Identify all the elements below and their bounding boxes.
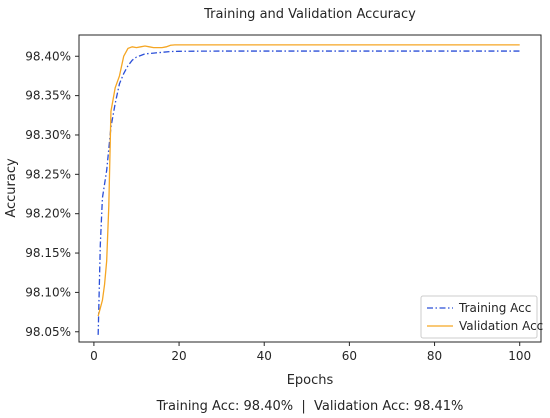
legend-box xyxy=(420,295,538,339)
legend-label: Training Acc xyxy=(458,301,531,315)
y-tick-label: 98.30% xyxy=(25,128,71,142)
chart-title: Training and Validation Accuracy xyxy=(203,7,416,22)
footer-summary: Training Acc: 98.40% | Validation Acc: 9… xyxy=(156,399,464,414)
y-tick-label: 98.20% xyxy=(25,207,71,221)
y-axis-title: Accuracy xyxy=(4,158,19,218)
x-tick-label: 80 xyxy=(427,349,442,363)
x-tick-label: 20 xyxy=(171,349,186,363)
plot-frame xyxy=(78,34,542,343)
series-line-training-acc xyxy=(97,50,520,335)
plot-area: 0 20 40 60 80 100 98.05% 98.10% 98.15% 98.20% 98.2… xyxy=(25,34,543,363)
y-tick-label: 98.25% xyxy=(25,167,71,181)
x-axis-title: Epochs xyxy=(287,373,334,388)
legend-label: Validation Acc xyxy=(459,319,543,333)
y-tick-label: 98.40% xyxy=(25,49,71,63)
x-tick-label: 100 xyxy=(508,349,531,363)
y-tick-label: 98.05% xyxy=(25,325,71,339)
x-tick-label: 60 xyxy=(342,349,357,363)
x-tick-label: 40 xyxy=(257,349,272,363)
y-tick-label: 98.10% xyxy=(25,285,71,299)
y-tick-label: 98.15% xyxy=(25,246,71,260)
y-tick-label: 98.35% xyxy=(25,89,71,103)
x-tick-label: 0 xyxy=(90,349,98,363)
series-line-validation-acc xyxy=(97,44,520,317)
